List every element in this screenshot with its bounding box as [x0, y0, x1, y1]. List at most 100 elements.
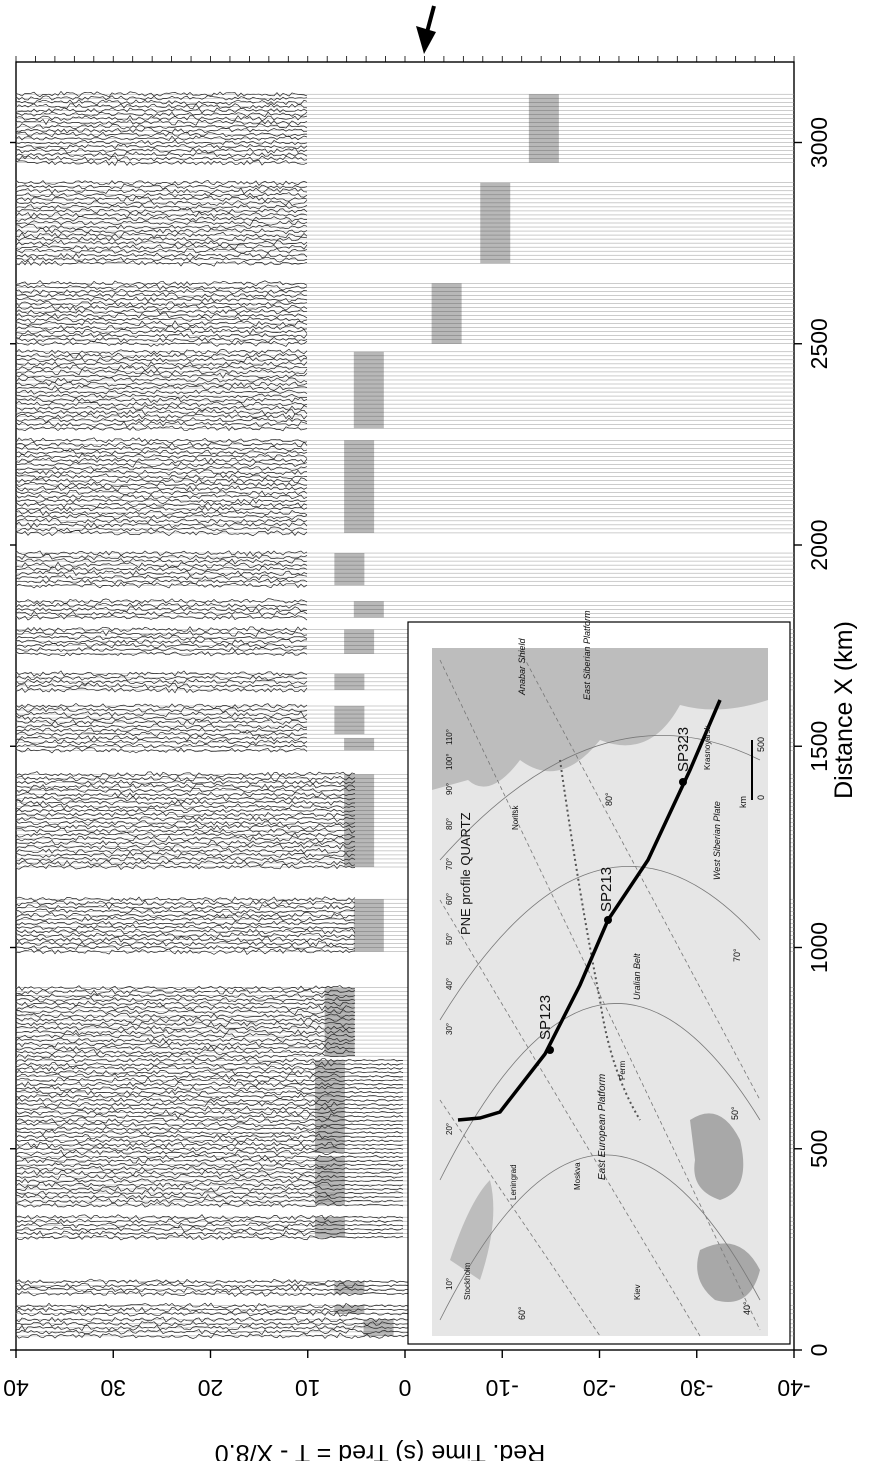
longitude-label: 50°: [445, 933, 454, 945]
seismic-trace: [15, 1097, 404, 1104]
longitude-label: 60°: [445, 893, 454, 905]
seismic-trace: [15, 425, 308, 432]
seismic-trace: [15, 493, 308, 500]
arrival-band: [334, 706, 365, 735]
y-tick-label: -20: [583, 1375, 616, 1401]
seismic-trace: [15, 449, 308, 455]
seismic-trace: [15, 453, 308, 460]
seismic-trace: [15, 811, 356, 818]
seismic-trace: [15, 118, 308, 126]
seismic-trace: [15, 259, 308, 267]
seismic-trace: [15, 521, 308, 529]
seismic-trace: [15, 803, 356, 810]
seismic-trace: [15, 702, 308, 710]
seismic-trace: [15, 111, 308, 118]
arctic-ocean: [432, 648, 768, 790]
seismic-trace: [15, 855, 356, 863]
seismic-trace: [15, 192, 308, 198]
seismic-trace: [15, 1133, 404, 1140]
seismic-trace: [15, 823, 356, 831]
seismic-trace: [15, 570, 308, 577]
x-tick-label: 3000: [806, 117, 832, 168]
seismic-trace: [15, 718, 308, 726]
longitude-label: 40°: [445, 978, 454, 990]
arrival-band: [334, 1305, 365, 1314]
seismic-trace: [15, 220, 308, 227]
seismic-trace: [15, 1154, 404, 1160]
shot-point-marker-sp213: [604, 916, 612, 924]
seismic-trace: [15, 417, 308, 424]
seismic-trace: [15, 123, 308, 130]
seismic-trace: [15, 208, 308, 214]
seismic-trace: [15, 1282, 425, 1289]
seismic-trace: [15, 1012, 356, 1020]
seismic-trace: [15, 332, 308, 339]
baltic-sea: [450, 1180, 494, 1280]
arrival-band: [480, 182, 511, 264]
seismic-trace: [15, 1129, 404, 1136]
ticks-layer: 0 500 1000 1500 2000 2500 3000 40 30 20 10 0 -10 -20 -…: [3, 56, 832, 1401]
arrival-band: [344, 738, 375, 751]
latitude-label: 70°: [732, 948, 742, 962]
seismic-trace: [15, 1037, 356, 1044]
y-tick-label: -30: [680, 1375, 713, 1401]
seismic-trace: [15, 1032, 356, 1039]
seismic-trace: [15, 1157, 404, 1165]
seismic-trace: [15, 820, 356, 826]
seismic-trace: [15, 364, 308, 371]
seismic-trace: [15, 859, 356, 866]
seismic-trace: [15, 376, 308, 384]
seismic-trace: [15, 944, 356, 951]
seismic-trace: [15, 1117, 404, 1124]
seismic-trace: [15, 835, 356, 843]
seismic-trace: [15, 1141, 404, 1149]
seismic-trace: [15, 316, 308, 323]
seismic-trace: [15, 1057, 404, 1064]
seismic-trace: [15, 1105, 404, 1112]
seismic-trace: [15, 1145, 404, 1152]
seismic-trace: [15, 795, 356, 802]
seismic-trace: [15, 815, 356, 822]
seismic-trace: [15, 1214, 404, 1221]
seismic-trace: [15, 920, 356, 926]
seismic-trace: [15, 1041, 355, 1048]
seismic-trace: [15, 159, 308, 167]
seismic-trace: [15, 864, 356, 871]
seismic-trace: [15, 256, 308, 263]
seismic-trace: [15, 787, 355, 794]
region-label-east-european: East European Platform: [597, 1074, 608, 1180]
region-label-west-siberian: West Siberian Plate: [712, 801, 722, 880]
seismic-trace: [15, 626, 308, 633]
seismic-trace: [15, 183, 308, 190]
trace-group: [15, 670, 794, 694]
seismic-trace: [15, 352, 308, 359]
seismic-trace: [15, 114, 308, 122]
seismic-trace: [15, 783, 356, 790]
seismic-trace: [15, 280, 308, 287]
seismic-trace: [15, 581, 308, 589]
scale-bar-max: 500: [756, 737, 766, 752]
seismic-trace: [15, 1125, 404, 1132]
uralian-belt: [559, 759, 641, 1121]
seismic-trace: [15, 903, 356, 911]
seismic-trace: [15, 501, 308, 509]
seismic-trace: [15, 107, 308, 114]
seismic-trace: [15, 1202, 404, 1208]
seismic-trace: [15, 1310, 425, 1317]
seismic-trace: [15, 324, 308, 331]
trace-group: [15, 734, 794, 754]
seismic-trace: [15, 1166, 404, 1172]
longitude-label: 80°: [445, 818, 454, 830]
seismic-trace: [15, 723, 308, 730]
seismic-trace: [15, 827, 356, 834]
seismic-trace: [15, 1004, 356, 1012]
seismic-trace: [15, 215, 308, 222]
seismic-trace: [15, 203, 308, 211]
seismic-trace: [15, 561, 308, 569]
seismic-trace: [15, 465, 308, 471]
seismic-trace: [15, 1193, 404, 1201]
seismic-trace: [15, 389, 308, 395]
seismic-trace: [15, 243, 308, 251]
seismic-trace: [15, 236, 308, 243]
seismic-trace: [15, 714, 308, 722]
